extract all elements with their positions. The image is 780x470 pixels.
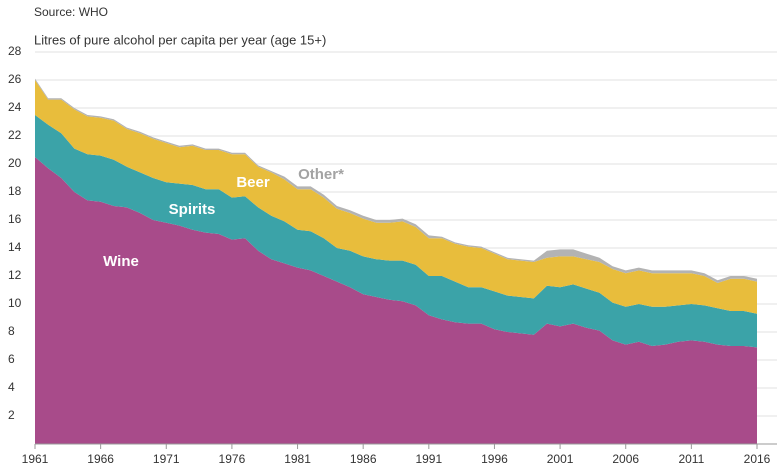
y-tick-label: 12: [8, 268, 22, 282]
x-tick-label: 1966: [87, 452, 114, 466]
y-tick-label: 2: [8, 408, 15, 422]
y-tick-label: 20: [8, 156, 22, 170]
x-tick-label: 1981: [284, 452, 311, 466]
y-tick-label: 26: [8, 72, 22, 86]
x-tick-label: 1991: [415, 452, 442, 466]
x-tick-label: 1961: [22, 452, 49, 466]
x-tick-label: 1996: [481, 452, 508, 466]
y-axis-label: Litres of pure alcohol per capita per ye…: [34, 32, 326, 47]
area: [35, 80, 757, 314]
series-label: Beer: [236, 174, 270, 191]
y-tick-label: 24: [8, 100, 22, 114]
y-tick-label: 6: [8, 352, 15, 366]
y-tick-label: 10: [8, 296, 22, 310]
y-tick-label: 18: [8, 184, 22, 198]
y-tick-label: 14: [8, 240, 22, 254]
series-label: Wine: [103, 253, 139, 270]
x-tick-label: 1971: [153, 452, 180, 466]
y-tick-label: 22: [8, 128, 22, 142]
x-tick-label: 2011: [678, 452, 704, 466]
x-tick-label: 1976: [219, 452, 246, 466]
y-tick-label: 8: [8, 324, 15, 338]
x-tick-label: 2016: [744, 452, 771, 466]
series-label: Spirits: [169, 201, 216, 218]
x-tick-label: 2006: [612, 452, 639, 466]
y-tick-label: 16: [8, 212, 22, 226]
chart-subtitle: Source: WHO: [34, 5, 108, 19]
y-tick-label: 4: [8, 380, 15, 394]
y-tick-label: 28: [8, 44, 22, 58]
x-tick-label: 2001: [547, 452, 574, 466]
area: [35, 115, 757, 348]
x-tick-label: 1986: [350, 452, 377, 466]
series-label: Other*: [298, 166, 344, 183]
